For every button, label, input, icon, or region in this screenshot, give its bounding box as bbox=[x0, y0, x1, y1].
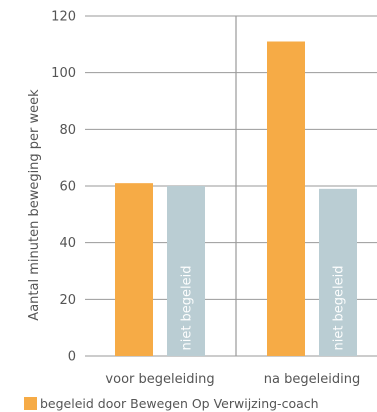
y-tick-label: 20 bbox=[59, 293, 76, 308]
bars: niet begeleid niet begeleid bbox=[115, 41, 357, 356]
bar-begeleid-1 bbox=[115, 183, 153, 356]
bar-begeleid-2 bbox=[267, 41, 305, 356]
legend-swatch-begeleid bbox=[24, 397, 37, 410]
bar-inner-label: niet begeleid bbox=[332, 265, 347, 350]
legend: begeleid door Bewegen Op Verwijzing-coac… bbox=[24, 396, 319, 411]
y-tick-label: 40 bbox=[59, 236, 76, 251]
bar-niet-begeleid-2 bbox=[319, 188, 357, 356]
category-label: voor begeleiding bbox=[105, 372, 214, 387]
bar-inner-label: niet begeleid bbox=[180, 265, 195, 350]
y-tick-labels: 0 20 40 60 80 100 120 bbox=[51, 10, 76, 365]
legend-label-begeleid: begeleid door Bewegen Op Verwijzing-coac… bbox=[40, 396, 319, 411]
y-tick-label: 0 bbox=[68, 350, 76, 365]
category-label: na begeleiding bbox=[264, 372, 360, 387]
y-tick-label: 120 bbox=[51, 10, 76, 25]
y-tick-label: 80 bbox=[59, 123, 76, 138]
y-tick-label: 100 bbox=[51, 66, 76, 81]
bar-niet-begeleid-1 bbox=[167, 186, 205, 356]
y-tick-label: 60 bbox=[59, 180, 76, 195]
category-labels: voor begeleiding na begeleiding bbox=[105, 372, 360, 387]
y-axis-title: Aantal minuten beweging per week bbox=[27, 89, 42, 321]
